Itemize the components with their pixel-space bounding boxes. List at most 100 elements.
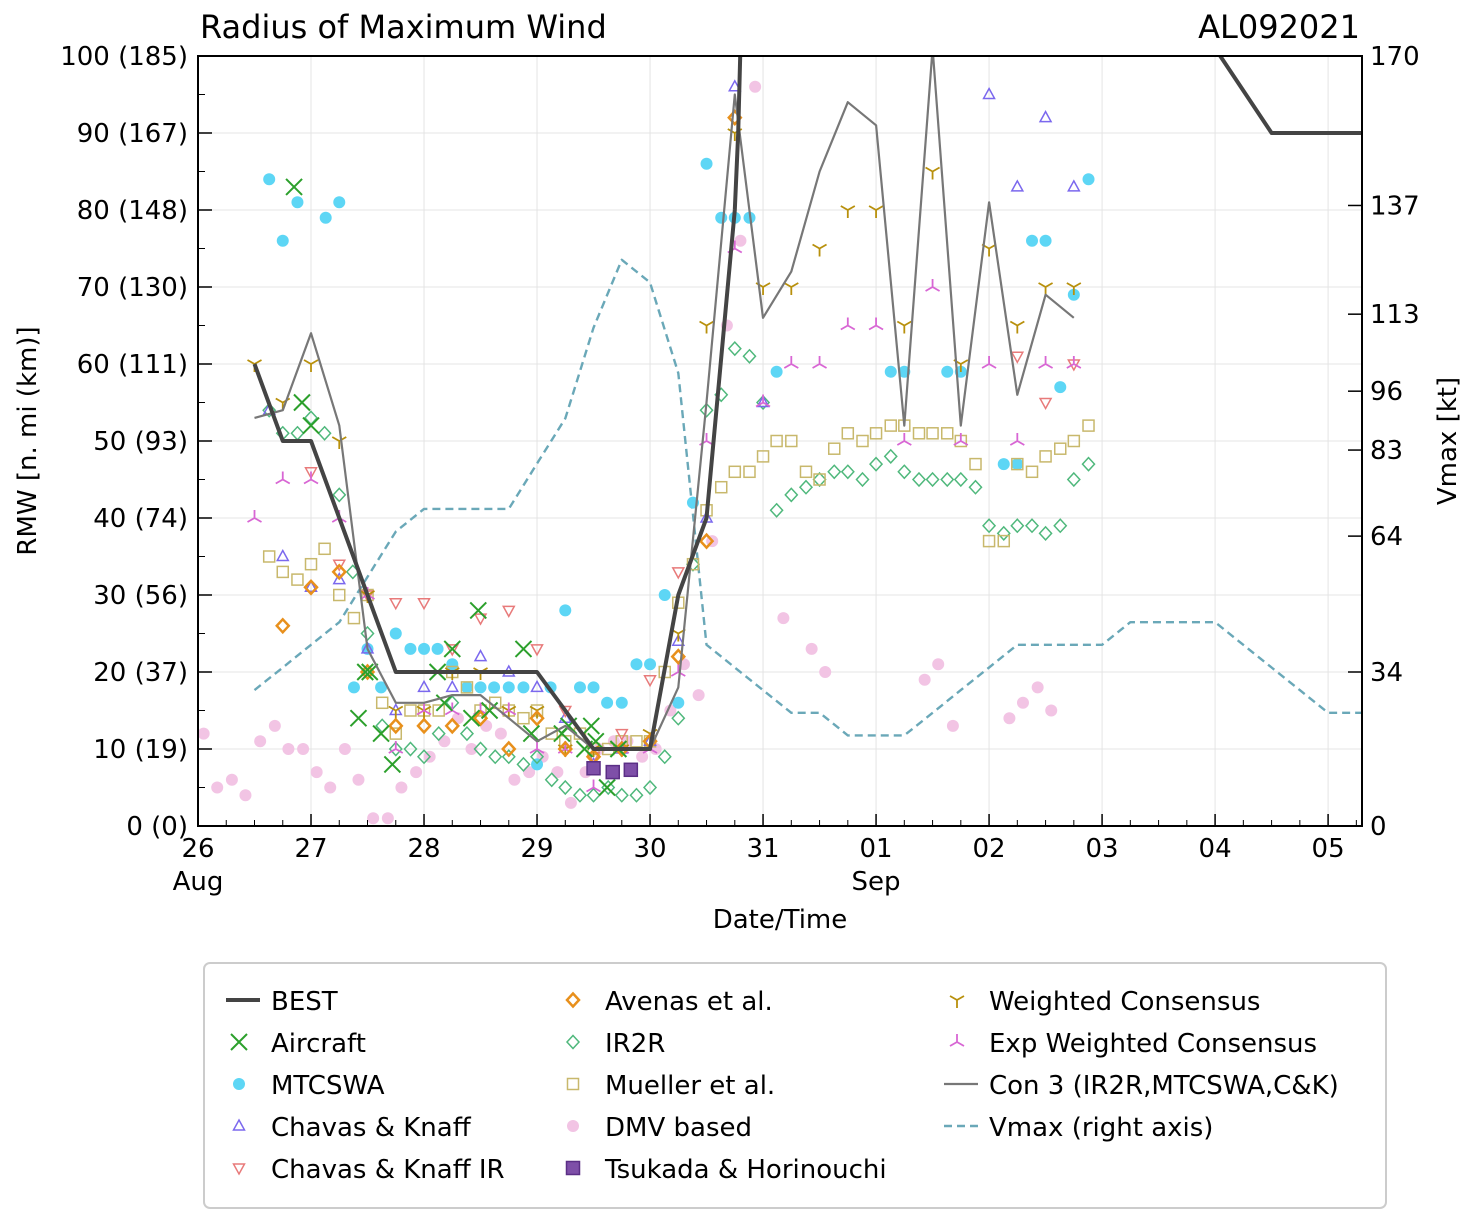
ir2r-point: [416, 749, 432, 765]
x-tick-label: 28: [407, 834, 440, 864]
dmv-based-point: [352, 773, 365, 786]
chavas-knaff-ir-point: [417, 597, 431, 611]
ir2r-point: [953, 471, 968, 488]
legend-marker: [949, 1034, 965, 1047]
mueller-et-al-point: [389, 727, 403, 740]
legend-swatch-aircraft: [230, 1033, 248, 1051]
dmv-based-point: [749, 80, 762, 93]
dmv-based-point: [225, 773, 238, 786]
y-tick-label-left: 30 (56): [93, 581, 188, 611]
mueller-et-al-point: [982, 534, 996, 548]
ir2r-point: [643, 779, 658, 796]
y-tick-label-right: 137: [1370, 191, 1420, 221]
ir2r-point: [1038, 525, 1053, 542]
ir2r-point: [756, 394, 771, 411]
aircraft-point: [582, 717, 600, 735]
weighted-consensus-point: [783, 282, 799, 295]
mtcswa-point: [333, 196, 346, 209]
dmv-based-point: [494, 727, 507, 740]
dmv-based-point: [918, 673, 931, 686]
legend-swatch-weighted-consensus: [949, 995, 965, 1008]
mtcswa-point: [700, 157, 713, 170]
exp-weighted-consensus-point: [303, 471, 319, 485]
chavas-knaff-ir-point: [671, 567, 686, 580]
ir2r-point: [629, 787, 644, 803]
legend-label-best: BEST: [271, 987, 338, 1017]
aircraft-point: [383, 755, 402, 774]
ir2r-point: [798, 479, 814, 495]
mtcswa-point: [1039, 234, 1052, 247]
ir2r-point: [769, 502, 784, 518]
legend-marker: [232, 1163, 246, 1176]
aircraft-point: [435, 694, 454, 712]
mueller-et-al-point: [291, 573, 304, 586]
legend-swatch-chavas-knaff-ir: [232, 1163, 246, 1176]
ir2r-point: [827, 464, 842, 480]
ir2r-point: [911, 471, 927, 488]
x-tick-label: 05: [1312, 834, 1345, 864]
exp-weighted-consensus-point: [812, 356, 827, 369]
legend-label-tsukada-horinouchi: Tsukada & Horinouchi: [604, 1155, 887, 1185]
dmv-based-point: [338, 743, 351, 755]
avenas-et-al-point: [331, 563, 347, 581]
aircraft-point: [443, 640, 461, 658]
dmv-based-point: [465, 743, 478, 755]
chavas-knaff-ir-point: [530, 644, 544, 657]
ir2r-point: [317, 425, 332, 441]
chavas-knaff-ir-point: [1010, 351, 1025, 364]
aircraft-point: [522, 724, 541, 743]
y-axis-label-right: Vmax [kt]: [1433, 377, 1463, 505]
ir2r-point: [1081, 456, 1096, 472]
avenas-et-al-point: [614, 740, 630, 758]
weighted-consensus-point: [925, 166, 941, 180]
y-tick-label-left: 50 (93): [93, 427, 188, 457]
y-tick-label-left: 10 (19): [93, 735, 188, 765]
mueller-et-al-point: [1082, 419, 1095, 432]
mtcswa-point: [319, 211, 332, 224]
y-tick-label-left: 100 (185): [60, 42, 188, 72]
legend-box: [203, 962, 1387, 1209]
ir2r-point: [530, 749, 545, 765]
aircraft-point: [302, 416, 320, 435]
ir2r-point: [982, 518, 997, 534]
avenas-et-al-point: [303, 578, 319, 596]
dmv-based-point: [734, 234, 747, 247]
mueller-et-al-point: [630, 735, 643, 748]
chavas-knaff-ir-point: [304, 467, 318, 480]
avenas-et-al-point: [557, 740, 573, 758]
x-tick-label: 31: [747, 834, 780, 864]
dmv-based-point: [198, 727, 210, 740]
exp-weighted-consensus-point: [1066, 356, 1082, 369]
chavas-knaff-point: [1038, 110, 1053, 123]
mueller-et-al-point: [318, 542, 331, 556]
weighted-consensus-point: [388, 705, 404, 719]
ir2r-point: [742, 348, 757, 364]
avenas-et-al-point: [529, 709, 545, 727]
mtcswa-point: [375, 681, 388, 694]
mueller-et-al-point: [347, 611, 361, 625]
legend-swatch-mtcswa: [233, 1078, 245, 1090]
mtcswa-point: [573, 681, 586, 694]
mtcswa-point: [291, 196, 304, 209]
legend-label-ir2r: IR2R: [605, 1029, 665, 1059]
dmv-based-point: [805, 642, 818, 655]
mtcswa-point: [941, 365, 954, 378]
dmv-based-point: [1003, 712, 1016, 725]
mtcswa-point: [446, 658, 459, 671]
mueller-et-al-point: [432, 704, 445, 717]
mueller-et-al-point: [545, 727, 558, 740]
mueller-et-al-point: [926, 427, 939, 440]
mtcswa-point: [276, 234, 289, 247]
aircraft-point: [598, 778, 616, 797]
dmv-based-point: [551, 766, 564, 779]
mueller-et-al-point: [770, 434, 783, 448]
ir2r-point: [855, 471, 870, 488]
legend-marker: [566, 1077, 580, 1091]
weighted-consensus-point: [868, 205, 884, 218]
ir2r-point: [558, 779, 573, 796]
mueller-et-al-point: [969, 457, 982, 471]
ir2r-point: [614, 787, 629, 803]
avenas-et-al-point: [501, 740, 517, 758]
mueller-et-al-point: [1011, 457, 1024, 471]
y-tick-label-left: 90 (167): [77, 119, 188, 149]
